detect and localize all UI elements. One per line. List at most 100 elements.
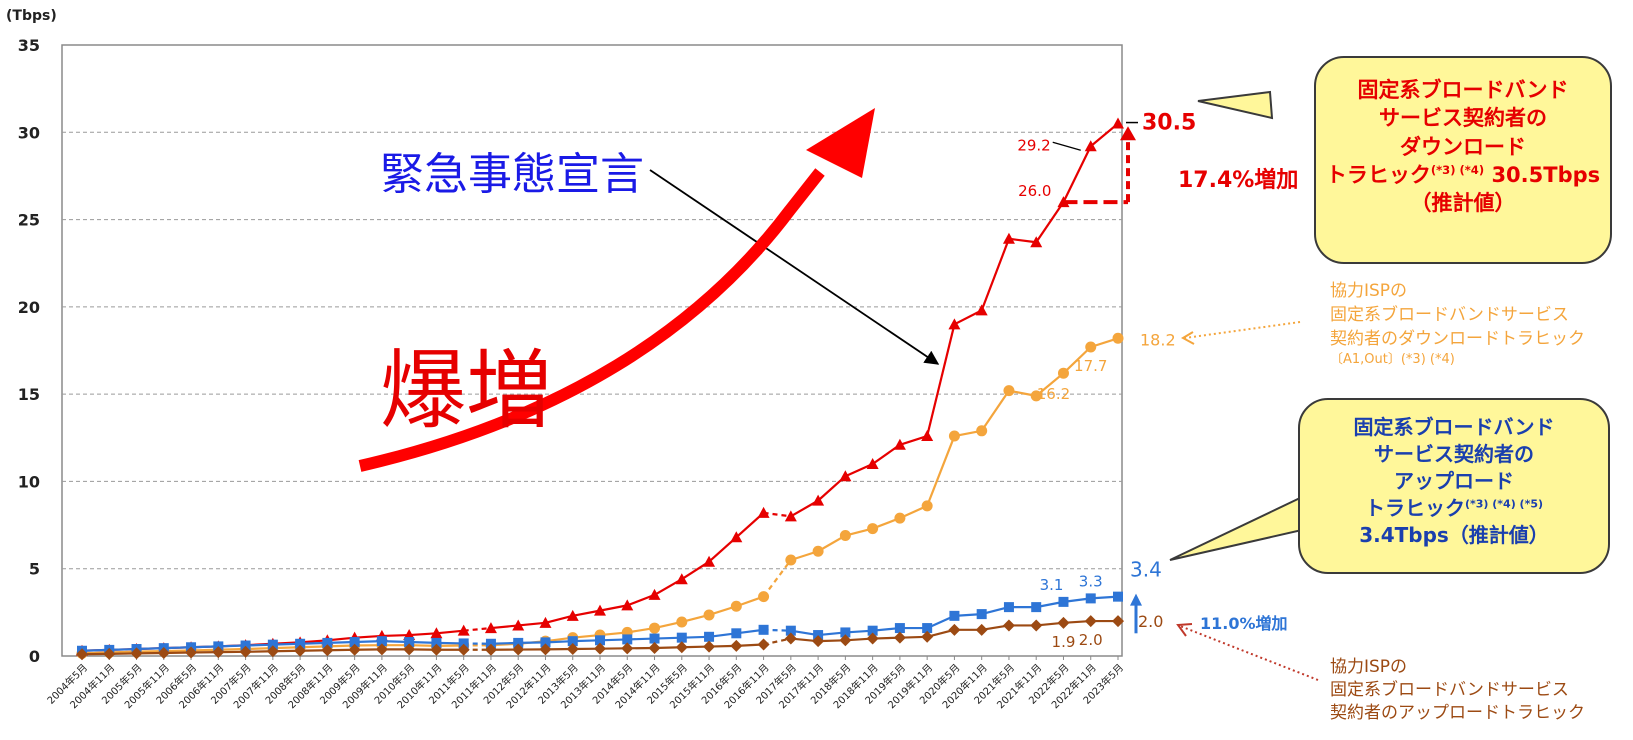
up_coop-point: [266, 645, 279, 658]
down_total-point: [1030, 236, 1043, 248]
download-callout-notes: (*3) (*4): [1430, 163, 1485, 178]
data-label: 3.1: [1040, 576, 1064, 594]
coop-download-legend-line1: 協力ISPの: [1330, 281, 1408, 301]
up_total-point: [1031, 602, 1042, 613]
down_coop-point: [921, 500, 933, 512]
data-label: 16.2: [1037, 385, 1070, 403]
y-tick-label: 25: [18, 211, 40, 230]
up_coop-point: [812, 635, 825, 648]
download-callout-line1: 固定系ブロードバンド: [1357, 78, 1569, 102]
upload-callout-prefix: トラヒック: [1364, 496, 1465, 520]
down_coop-segment: [1035, 372, 1065, 397]
annotation-layer: 29.226.030.517.716.218.23.1 3.3 3.41.9 2.02…: [358, 90, 1319, 681]
download-callout-prefix: トラヒック: [1325, 163, 1431, 188]
up_total-point: [976, 609, 987, 620]
growth-arrow: [358, 168, 825, 472]
data-label: 2.0: [1079, 631, 1103, 649]
down_total-segment: [899, 434, 928, 446]
up_total-point: [349, 637, 360, 648]
data-label: 3.3: [1079, 572, 1103, 590]
up_coop-point: [784, 632, 797, 645]
up_total-point: [622, 634, 633, 645]
up_coop-point: [839, 634, 852, 647]
label-connector: [1052, 141, 1081, 151]
up_total-point: [840, 627, 851, 638]
coop-download-legend: 協力ISPの 固定系ブロードバンドサービス 契約者のダウンロードトラヒック 〔A…: [1330, 280, 1585, 370]
down_total-point: [457, 624, 470, 636]
y-axis-unit-label: (Tbps): [6, 8, 57, 24]
up_total-point: [595, 635, 605, 646]
down_total-segment: [572, 609, 601, 617]
y-tick-label: 20: [18, 298, 40, 317]
up_coop-point: [621, 642, 634, 655]
down_total-segment: [599, 604, 628, 612]
upload-callout: 固定系ブロードバンド サービス契約者の アップロード トラヒック(*3) (*4…: [1298, 398, 1610, 574]
down_total-point: [512, 619, 525, 631]
down_total-point: [839, 470, 852, 482]
up_coop-point: [893, 631, 906, 644]
down_total-segment: [545, 614, 574, 624]
down_coop-point: [1057, 367, 1069, 379]
up_coop-point: [648, 641, 661, 654]
coop-upload-legend-line3: 契約者のアップロードトラヒック: [1330, 702, 1585, 723]
coop-download-legend-line2: 固定系ブロードバンドサービス: [1330, 304, 1569, 325]
coop-download-legend-line3: 契約者のダウンロードトラヒック: [1330, 328, 1585, 349]
up_total-point: [322, 637, 333, 648]
down_coop-point: [948, 430, 960, 442]
up_total-point: [267, 639, 278, 650]
up_coop-point: [566, 643, 579, 656]
upload-callout-line3: アップロード: [1394, 469, 1514, 493]
down_total-point: [730, 531, 743, 543]
down_coop-point: [676, 616, 688, 628]
down_total-point: [1112, 117, 1124, 129]
down_coop-point: [1003, 385, 1015, 397]
up_total-point: [922, 623, 933, 634]
upload-callout-line4: トラヒック(*3) (*4) (*5): [1300, 495, 1608, 522]
up_total-point: [567, 636, 578, 647]
download-callout-line3: ダウンロード: [1400, 134, 1526, 159]
download-callout-line4: トラヒック(*3) (*4) 30.5Tbps: [1316, 161, 1610, 189]
data-label: 18.2: [1140, 330, 1176, 349]
down_coop-point: [730, 600, 742, 612]
down_total-point: [594, 604, 606, 616]
up_coop-point: [1030, 619, 1043, 632]
download-callout-value: 30.5Tbps: [1491, 163, 1601, 188]
upload-callout-notes: (*3) (*4) (*5): [1464, 497, 1544, 511]
down_total-point: [921, 430, 934, 442]
down_total-segment: [626, 593, 655, 607]
down_total-segment: [436, 629, 464, 635]
data-label: 26.0: [1018, 182, 1051, 200]
down_total-point: [484, 622, 497, 634]
up_coop-point: [539, 643, 552, 656]
down_total-segment: [409, 632, 437, 637]
upload-callout-line2: サービス契約者の: [1374, 442, 1534, 466]
down_total-segment: [518, 621, 546, 627]
up_coop-point: [348, 643, 361, 656]
download-callout: 固定系ブロードバンド サービス契約者の ダウンロード トラヒック(*3) (*4…: [1314, 56, 1612, 264]
down_total-point: [648, 588, 661, 600]
upload-increase-label: 11.0%増加: [1200, 614, 1288, 633]
down_total-point: [430, 627, 443, 639]
down_total-point: [948, 318, 961, 330]
y-tick-label: 10: [18, 472, 40, 491]
up_coop-point: [103, 647, 116, 660]
up_coop-point: [675, 641, 688, 654]
up_total-point: [540, 637, 551, 648]
up_total-point: [894, 623, 905, 634]
coop-download-pointer-head: [1180, 331, 1195, 345]
up_coop-point: [239, 645, 252, 658]
up_coop-point: [948, 623, 961, 636]
up_coop-point: [1084, 615, 1097, 628]
down_coop-point: [1030, 390, 1042, 402]
y-tick-label: 0: [29, 647, 40, 666]
coop-upload-legend-line1: 協力ISPの: [1330, 657, 1408, 677]
up_total-point: [431, 637, 442, 648]
y-tick-label: 35: [18, 36, 40, 55]
up_total-point: [676, 632, 687, 643]
down_total-segment: [953, 309, 983, 326]
up_coop-point: [512, 643, 525, 656]
up_total-point: [949, 610, 960, 621]
up_coop-point: [1057, 616, 1070, 629]
coop-upload-legend: 協力ISPの 固定系ブロードバンドサービス 契約者のアップロードトラヒック: [1330, 656, 1585, 725]
coop-download-legend-line4: 〔A1,Out〕(*3) (*4): [1330, 352, 1455, 368]
